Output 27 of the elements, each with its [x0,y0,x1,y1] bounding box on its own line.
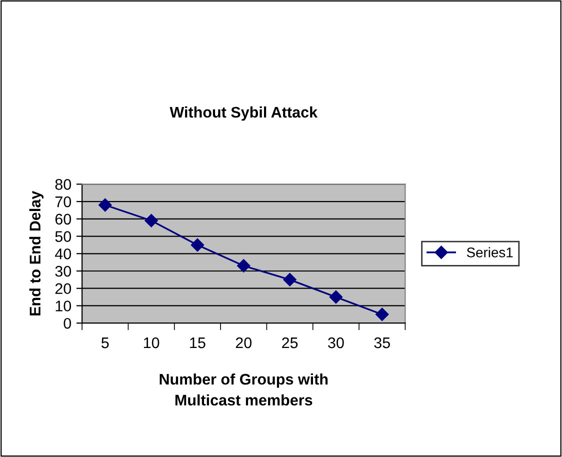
x-tick-label: 35 [374,337,390,348]
x-tick-label: 25 [282,337,298,348]
x-tick-label: 10 [144,337,160,348]
y-tick-label: 40 [54,248,72,260]
x-tick-label: 5 [101,338,109,348]
legend-label: Series1 [466,247,513,258]
point [144,214,158,228]
x-tick-label: 30 [328,337,344,348]
x-axis-title: Number of Groups with Multicast members [160,373,328,406]
point [376,308,389,322]
point [237,259,250,272]
y-tick-label: 70 [55,196,72,208]
point [190,238,204,252]
point [283,273,296,286]
point [98,198,112,212]
point [329,290,343,304]
y-tick-label: 10 [56,300,72,312]
y-tick-label: 0 [64,318,72,329]
chart-title: Without Sybil Attack [170,106,318,121]
y-tick-label: 80 [55,179,72,190]
y-tick-label: 50 [55,231,72,242]
y-tick-label: 60 [55,214,72,225]
y-tick-label: 20 [55,283,72,294]
x-tick-label: 15 [190,338,206,348]
x-tick-label: 20 [236,337,252,348]
y-axis-title: End to End Delay [29,190,44,316]
y-tick-label: 30 [55,266,72,277]
